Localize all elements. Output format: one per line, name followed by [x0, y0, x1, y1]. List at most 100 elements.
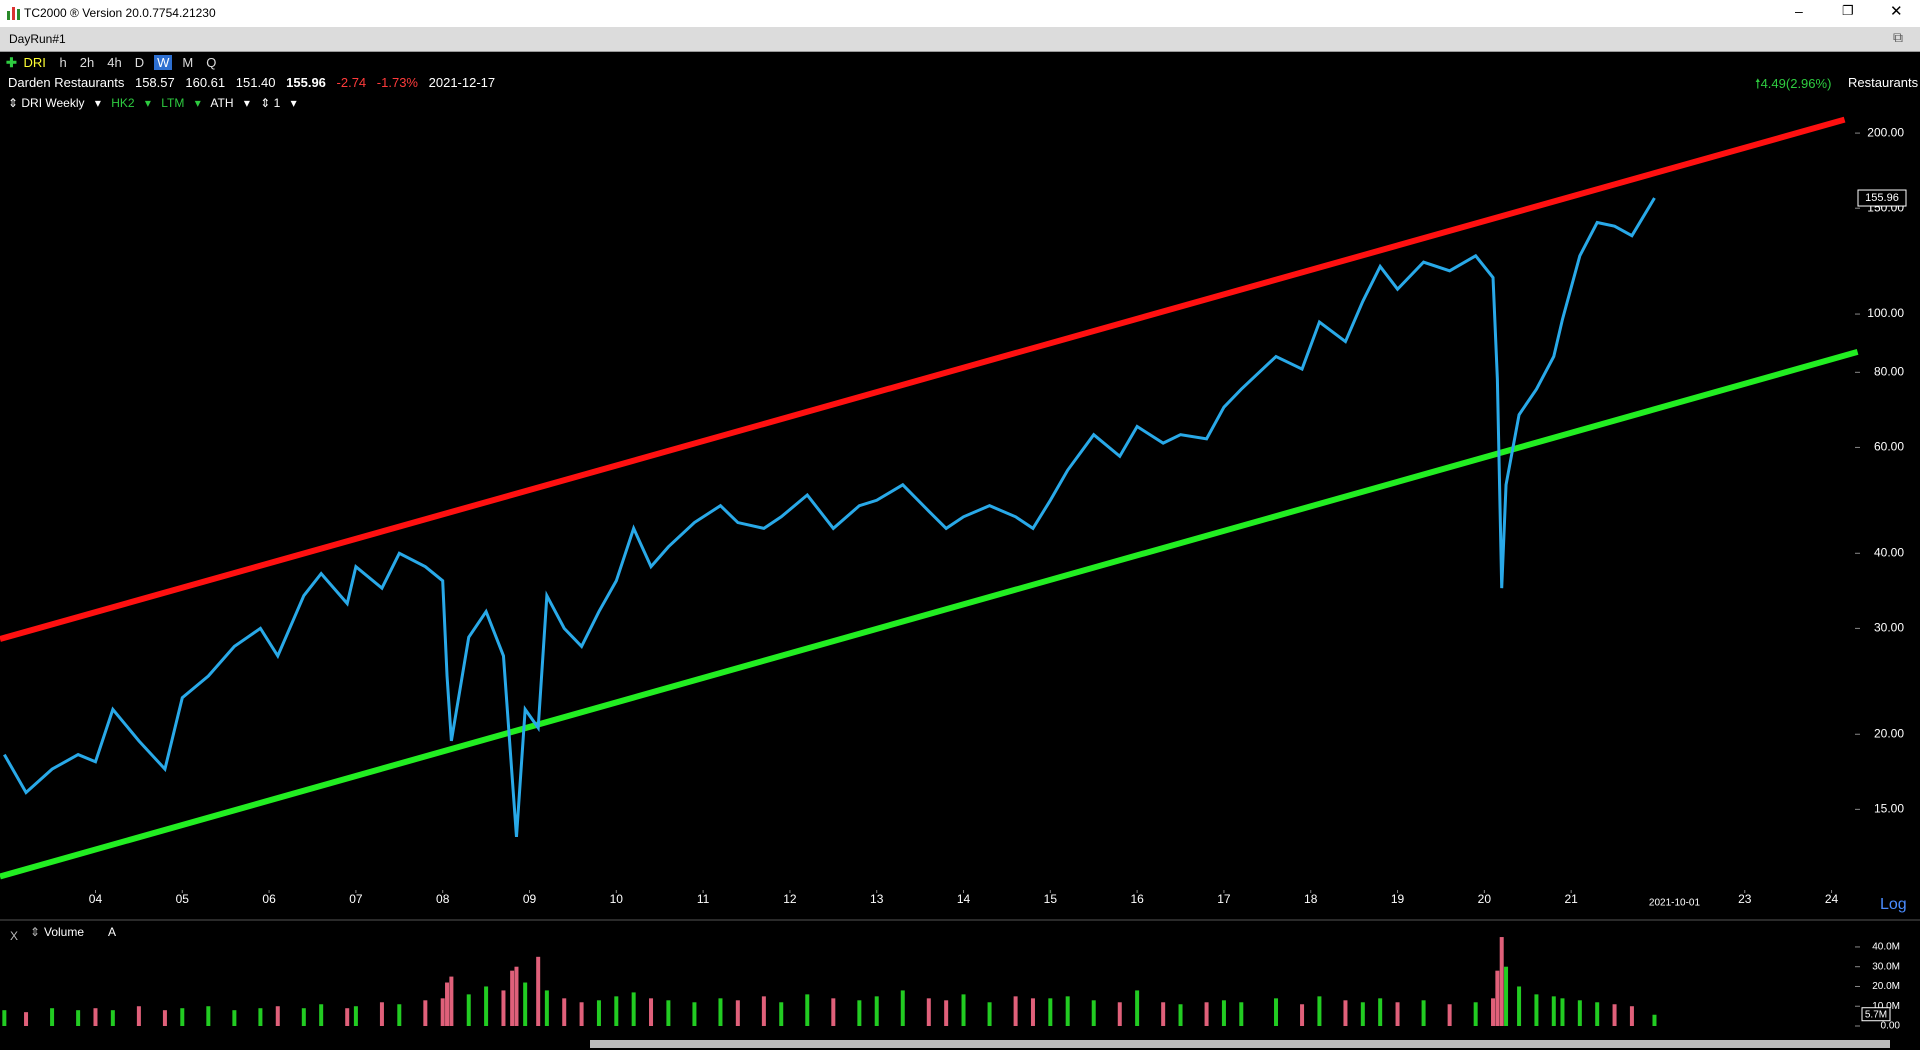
- volume-bar: [353, 1006, 358, 1026]
- volume-tick-label: 20.0M: [1872, 981, 1900, 992]
- volume-bar: [206, 1006, 211, 1026]
- interval-group: h 2h 4h D W M Q: [57, 55, 227, 70]
- volume-bar: [1274, 998, 1279, 1026]
- x-tick-label: 06: [262, 892, 276, 906]
- volume-bar: [136, 1006, 141, 1026]
- volume-bar: [926, 998, 931, 1026]
- volume-bar: [805, 994, 810, 1026]
- x-tick-label: 18: [1304, 892, 1318, 906]
- volume-bar: [718, 998, 723, 1026]
- x-tick-label: 24: [1825, 892, 1839, 906]
- volume-bar: [944, 1000, 949, 1026]
- layout-tab[interactable]: DayRun#1: [9, 32, 66, 46]
- volume-bar: [24, 1012, 29, 1026]
- template[interactable]: HK2 ▾: [111, 96, 151, 110]
- volume-bar: [1091, 1000, 1096, 1026]
- volume-bar: [501, 990, 506, 1026]
- chart-name-text: DRI Weekly: [21, 96, 85, 110]
- x-tick-label: 16: [1130, 892, 1144, 906]
- x-tick-label: 23: [1738, 892, 1752, 906]
- volume-bar: [1048, 998, 1053, 1026]
- volume-bar: [666, 1000, 671, 1026]
- cursor-date: 2021-10-01: [1649, 898, 1701, 909]
- volume-bar: [1013, 996, 1018, 1026]
- symbol[interactable]: DRI: [23, 55, 46, 70]
- volume-bar: [1360, 1002, 1365, 1026]
- industry[interactable]: Restaurants: [1848, 75, 1919, 90]
- volume-bar: [735, 1000, 740, 1026]
- y-tick-label: 40.00: [1874, 545, 1904, 559]
- maximize-button[interactable]: ❐: [1842, 3, 1854, 18]
- volume-mode[interactable]: A: [108, 925, 116, 939]
- interval-button[interactable]: D: [134, 55, 145, 70]
- volume-bar: [1378, 998, 1383, 1026]
- close-pane[interactable]: X: [10, 929, 18, 943]
- add-button[interactable]: ✚: [6, 55, 17, 70]
- volume-bar: [1495, 970, 1500, 1026]
- volume-bar: [900, 990, 905, 1026]
- volume-current-label: 5.7M: [1865, 1009, 1887, 1020]
- interval-button[interactable]: Q: [206, 55, 217, 70]
- volume-bar: [301, 1008, 306, 1026]
- volume-bar: [1117, 1002, 1122, 1026]
- volume-bar: [1317, 996, 1322, 1026]
- volume-bar: [1221, 1000, 1226, 1026]
- volume-bar: [1534, 994, 1539, 1026]
- volume-bar: [761, 996, 766, 1026]
- scrollbar-thumb[interactable]: [590, 1040, 1890, 1048]
- net-change-text: 4.49(2.96%): [1760, 76, 1832, 91]
- interval-button[interactable]: h: [59, 55, 67, 70]
- volume-bar: [514, 966, 519, 1026]
- volume-label: Volume: [44, 925, 84, 939]
- count[interactable]: ⇕ 1 ▾: [260, 96, 297, 110]
- volume-bar: [445, 982, 450, 1026]
- volume-bar: [93, 1008, 98, 1026]
- x-tick-label: 15: [1044, 892, 1058, 906]
- volume-bar: [1343, 1000, 1348, 1026]
- volume-bar: [379, 1002, 384, 1026]
- period[interactable]: LTM ▾: [161, 96, 201, 110]
- close-button[interactable]: ✕: [1890, 3, 1903, 20]
- low-price: 151.40: [235, 75, 276, 90]
- quote-date: 2021-12-17: [428, 75, 496, 90]
- trendline: [0, 116, 1846, 642]
- volume-bar: [779, 1002, 784, 1026]
- restore-button[interactable]: ⧉: [1893, 29, 1903, 45]
- interval-button[interactable]: W: [154, 55, 173, 70]
- interval-button[interactable]: 2h: [79, 55, 95, 70]
- volume-bar: [649, 998, 654, 1026]
- volume-bar: [180, 1008, 185, 1026]
- volume-bar: [1504, 966, 1509, 1026]
- volume-bar: [275, 1006, 280, 1026]
- x-tick-label: 07: [349, 892, 363, 906]
- x-tick-label: 14: [957, 892, 971, 906]
- volume-bar: [466, 994, 471, 1026]
- volume-bar: [50, 1008, 55, 1026]
- chart-name[interactable]: ⇕ DRI Weekly ▾: [8, 96, 101, 110]
- volume-bar: [1595, 1002, 1600, 1026]
- title-bar: TC2000 ® Version 20.0.7754.21230 – ❐ ✕: [0, 0, 1920, 27]
- last-price: 155.96: [286, 75, 326, 90]
- trendline: [0, 349, 1859, 880]
- interval-button[interactable]: M: [182, 55, 194, 70]
- scale-mode[interactable]: Log: [1880, 896, 1907, 913]
- y-tick-label: 30.00: [1874, 621, 1904, 635]
- volume-bar: [692, 1002, 697, 1026]
- volume-bar: [1577, 1000, 1582, 1026]
- net-change: 🠕4.49(2.96%): [1755, 76, 1832, 91]
- x-tick-label: 09: [523, 892, 537, 906]
- volume-bar: [1204, 1002, 1209, 1026]
- volume-bar: [1560, 998, 1565, 1026]
- y-tick-label: 200.00: [1867, 125, 1904, 139]
- last-price-label: 155.96: [1865, 192, 1899, 204]
- volume-bar: [579, 1002, 584, 1026]
- x-tick-label: 13: [870, 892, 884, 906]
- reference[interactable]: ATH ▾: [210, 96, 250, 110]
- volume-bar: [232, 1010, 237, 1026]
- volume-bar: [1030, 998, 1035, 1026]
- volume-bar: [1499, 937, 1504, 1026]
- y-tick-label: 20.00: [1874, 726, 1904, 740]
- volume-bar: [987, 1002, 992, 1026]
- interval-button[interactable]: 4h: [107, 55, 122, 70]
- minimize-button[interactable]: –: [1795, 3, 1803, 19]
